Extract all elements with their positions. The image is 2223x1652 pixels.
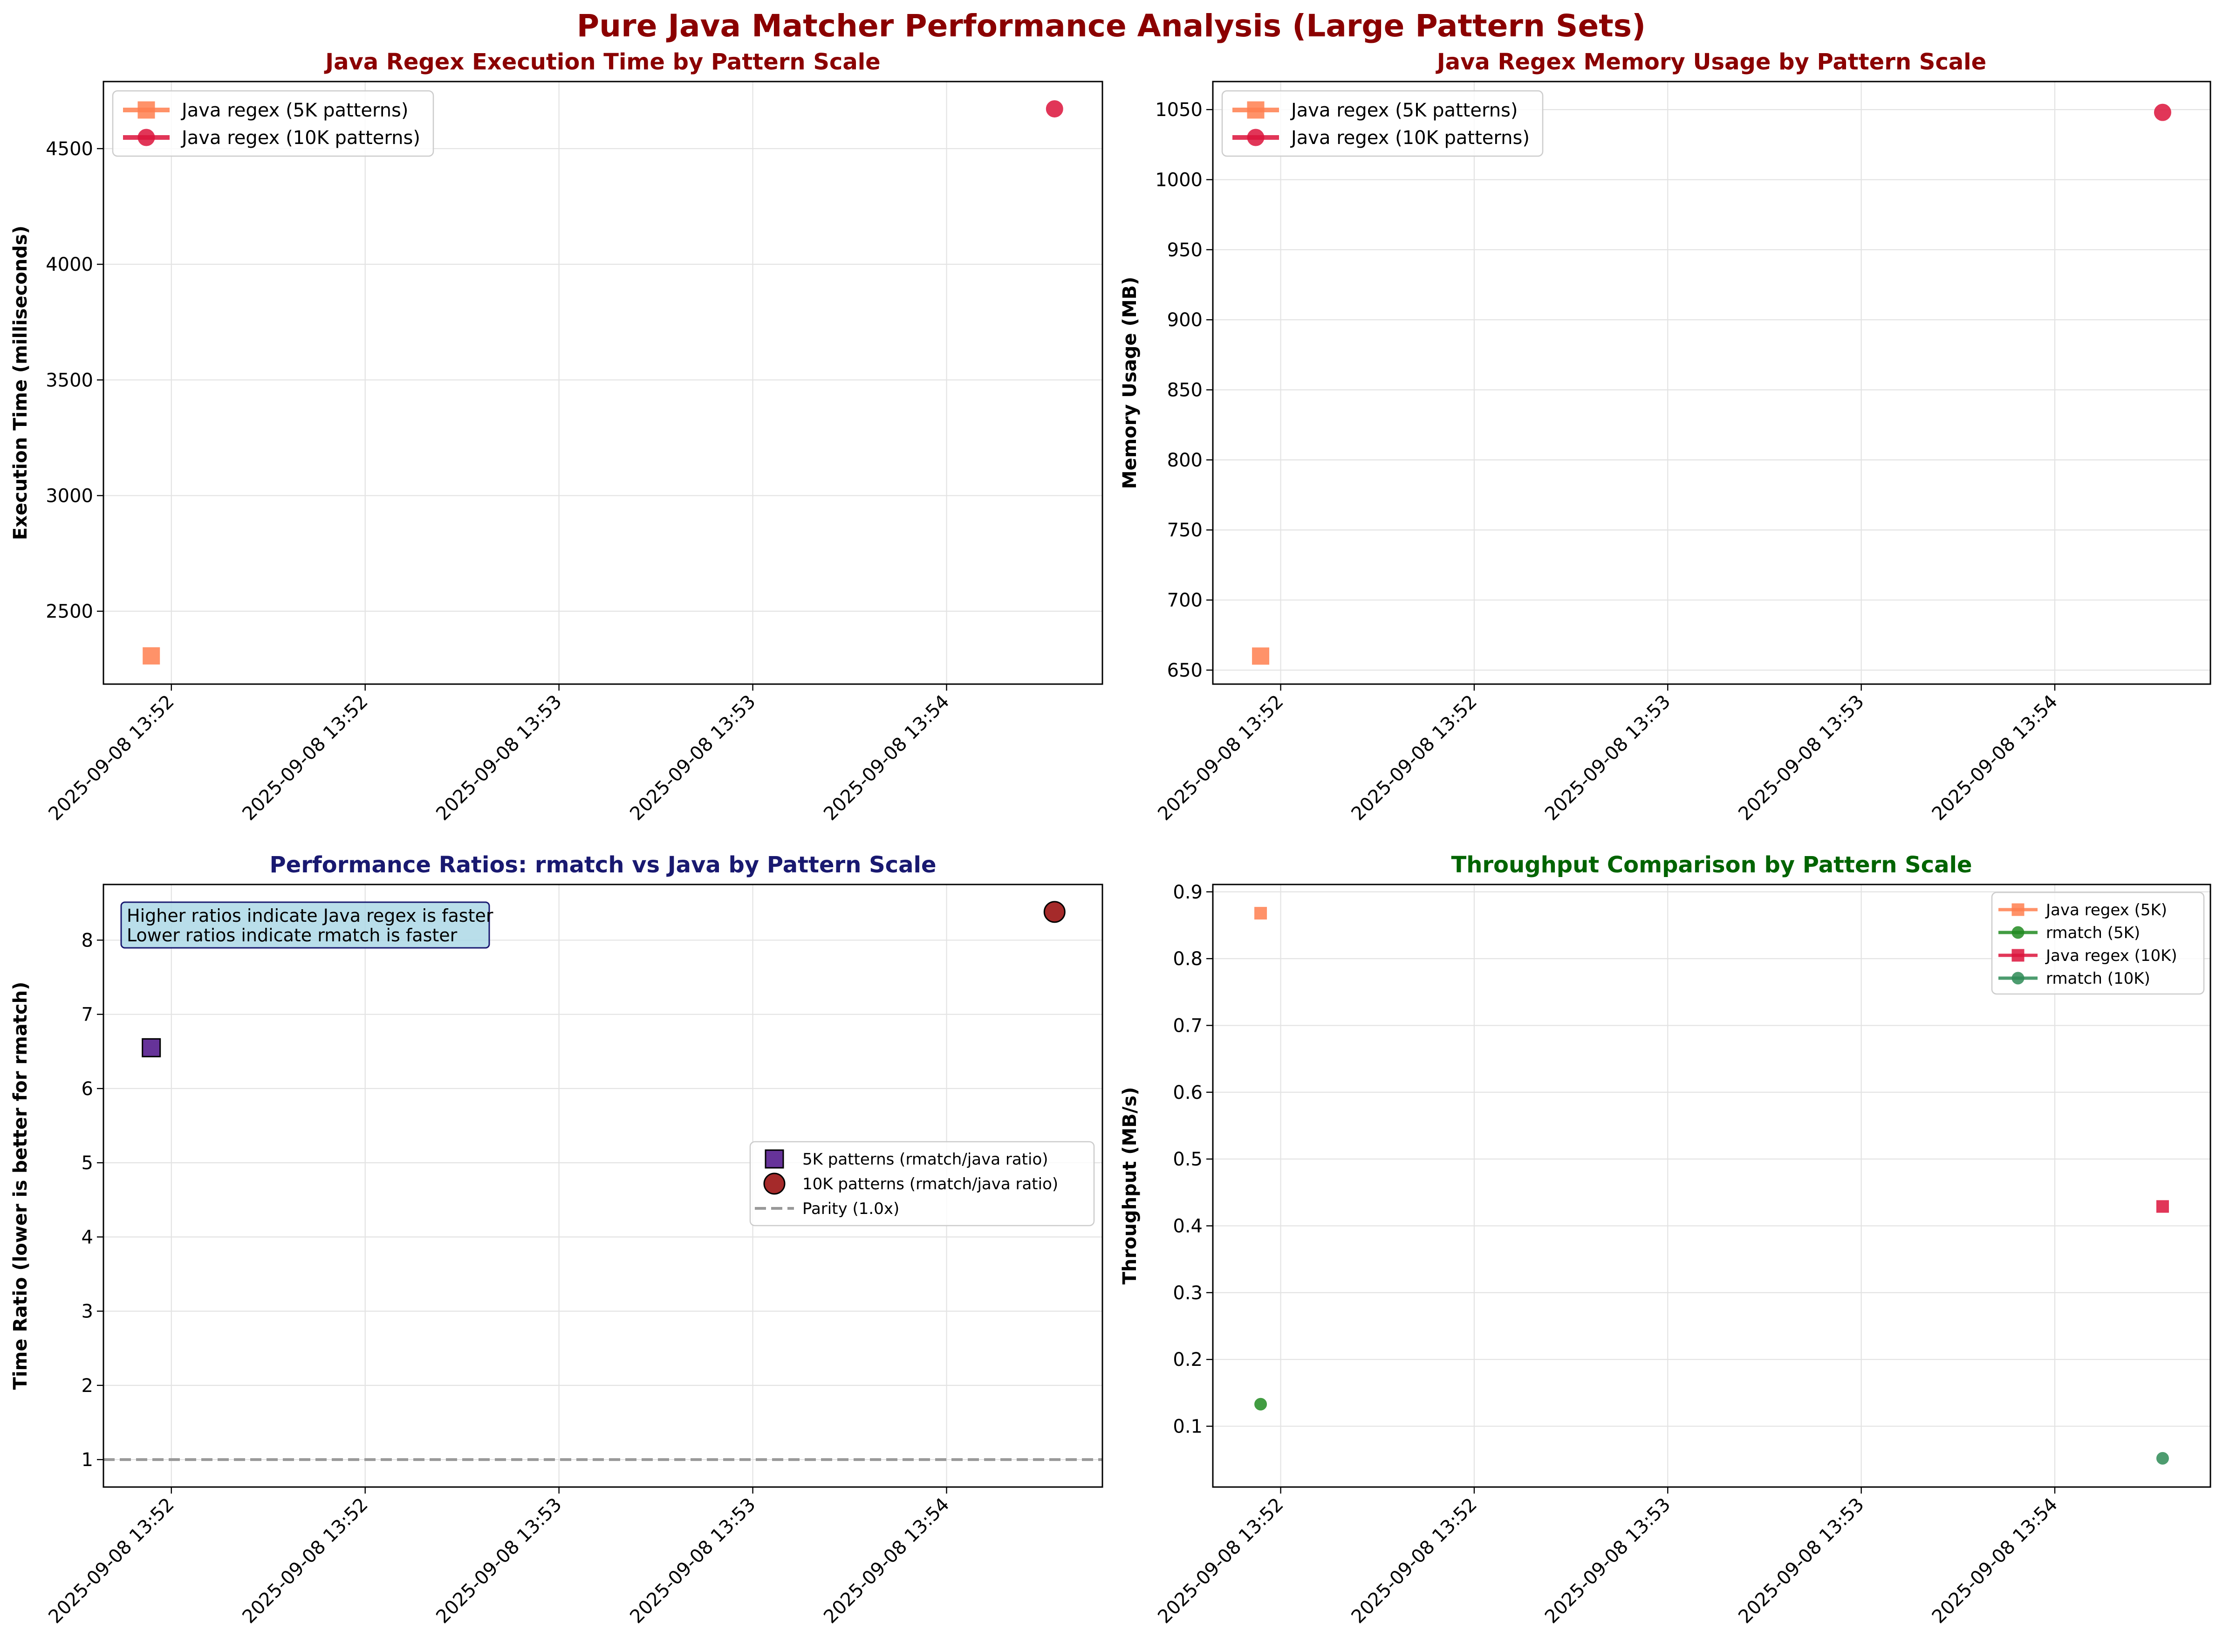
legend-label: 10K patterns (rmatch/java ratio) bbox=[802, 1175, 1058, 1193]
legend-label: Java regex (5K patterns) bbox=[1290, 100, 1518, 121]
legend-label: Java regex (5K patterns) bbox=[180, 100, 408, 121]
legend: Java regex (5K patterns) Java regex (10K … bbox=[1221, 90, 1544, 157]
figure-title: Pure Java Matcher Performance Analysis (… bbox=[577, 8, 1646, 44]
legend-marker bbox=[137, 101, 155, 119]
y-tick-label: 7 bbox=[82, 1004, 93, 1026]
chart-title: Java Regex Memory Usage by Pattern Scale bbox=[1436, 49, 1986, 75]
y-tick-label: 0.5 bbox=[1173, 1149, 1203, 1170]
legend: 5K patterns (rmatch/java ratio) 10K patte… bbox=[749, 1141, 1095, 1227]
legend-label: Java regex (10K patterns) bbox=[180, 127, 420, 149]
y-tick-label: 4500 bbox=[46, 138, 93, 160]
y-tick-label: 0.4 bbox=[1173, 1216, 1203, 1237]
legend: Java regex (5K) rmatch (5K) Java regex (10… bbox=[1991, 891, 2205, 995]
y-tick-label: 950 bbox=[1167, 240, 1203, 261]
legend-label: rmatch (5K) bbox=[2046, 924, 2140, 942]
y-tick-label: 8 bbox=[82, 930, 93, 951]
y-tick-label: 700 bbox=[1167, 590, 1203, 611]
y-tick-label: 0.3 bbox=[1173, 1282, 1203, 1304]
axes-frame bbox=[103, 81, 1103, 685]
y-axis-label: Memory Usage (MB) bbox=[1119, 277, 1141, 489]
y-tick-label: 2500 bbox=[46, 601, 93, 623]
y-tick-label: 850 bbox=[1167, 380, 1203, 401]
annotation-text: Lower ratios indicate rmatch is faster bbox=[127, 925, 458, 946]
data-point bbox=[1046, 100, 1063, 118]
y-tick-label: 4000 bbox=[46, 254, 93, 275]
legend-label: Java regex (5K) bbox=[2045, 901, 2167, 919]
y-tick-label: 1000 bbox=[1155, 169, 1203, 191]
chart-title: Performance Ratios: rmatch vs Java by Pa… bbox=[269, 852, 936, 878]
axes-frame bbox=[1212, 884, 2211, 1488]
y-axis-label: Execution Time (milliseconds) bbox=[10, 226, 31, 540]
y-tick-label: 0.9 bbox=[1173, 882, 1203, 903]
legend-label: Java regex (10K) bbox=[2045, 946, 2177, 965]
legend-marker bbox=[1247, 129, 1265, 146]
data-point bbox=[143, 647, 160, 665]
y-tick-label: 0.7 bbox=[1173, 1015, 1203, 1036]
y-tick-label: 3000 bbox=[46, 485, 93, 507]
data-point bbox=[2156, 1452, 2169, 1465]
y-tick-label: 750 bbox=[1167, 520, 1203, 541]
annotation-background bbox=[120, 901, 490, 949]
y-axis-label: Throughput (MB/s) bbox=[1119, 1087, 1141, 1285]
y-tick-label: 3 bbox=[82, 1301, 93, 1323]
y-tick-label: 5 bbox=[82, 1152, 93, 1174]
legend-box bbox=[749, 1141, 1095, 1227]
legend-marker bbox=[765, 1149, 784, 1169]
data-point bbox=[1254, 1398, 1267, 1411]
legend: Java regex (5K patterns) Java regex (10K … bbox=[112, 90, 434, 157]
y-tick-label: 1 bbox=[82, 1449, 93, 1471]
y-axis-label: Time Ratio (lower is better for rmatch) bbox=[10, 982, 31, 1390]
chart-title: Java Regex Execution Time by Pattern Sca… bbox=[324, 49, 880, 75]
y-tick-label: 0.8 bbox=[1173, 948, 1203, 970]
annotation-text: Higher ratios indicate Java regex is fas… bbox=[127, 905, 493, 926]
y-tick-label: 800 bbox=[1167, 450, 1203, 471]
legend-label: rmatch (10K) bbox=[2046, 969, 2150, 988]
data-point bbox=[1043, 901, 1066, 923]
legend-label: 5K patterns (rmatch/java ratio) bbox=[802, 1150, 1048, 1169]
data-point bbox=[2154, 103, 2171, 121]
legend-box bbox=[112, 90, 434, 157]
y-tick-label: 1050 bbox=[1155, 99, 1203, 121]
legend-box bbox=[1991, 891, 2205, 995]
y-tick-label: 4 bbox=[82, 1227, 93, 1248]
annotation-box: Higher ratios indicate Java regex is fas… bbox=[120, 901, 493, 949]
y-tick-label: 900 bbox=[1167, 309, 1203, 331]
legend-marker bbox=[763, 1172, 786, 1195]
legend-marker bbox=[2011, 926, 2025, 939]
legend-marker bbox=[137, 129, 155, 146]
y-tick-label: 0.6 bbox=[1173, 1082, 1203, 1104]
y-tick-label: 0.2 bbox=[1173, 1349, 1203, 1371]
chart-title: Throughput Comparison by Pattern Scale bbox=[1451, 852, 1972, 878]
axes-frame bbox=[1212, 81, 2211, 685]
y-tick-label: 650 bbox=[1167, 660, 1203, 681]
legend-label: Java regex (10K patterns) bbox=[1290, 127, 1530, 149]
legend-marker bbox=[2011, 972, 2025, 985]
legend-marker bbox=[2011, 903, 2025, 916]
legend-label: Parity (1.0x) bbox=[802, 1200, 899, 1218]
data-point bbox=[1252, 647, 1270, 665]
axes-frame bbox=[103, 884, 1103, 1488]
y-tick-label: 3500 bbox=[46, 370, 93, 391]
data-point bbox=[1254, 907, 1267, 920]
y-tick-label: 6 bbox=[82, 1078, 93, 1100]
data-point bbox=[2156, 1200, 2169, 1213]
legend-marker bbox=[1247, 101, 1265, 119]
legend-marker bbox=[2011, 949, 2025, 962]
y-tick-label: 2 bbox=[82, 1375, 93, 1397]
data-point bbox=[142, 1038, 161, 1057]
legend-box bbox=[1221, 90, 1544, 157]
y-tick-label: 0.1 bbox=[1173, 1416, 1203, 1438]
